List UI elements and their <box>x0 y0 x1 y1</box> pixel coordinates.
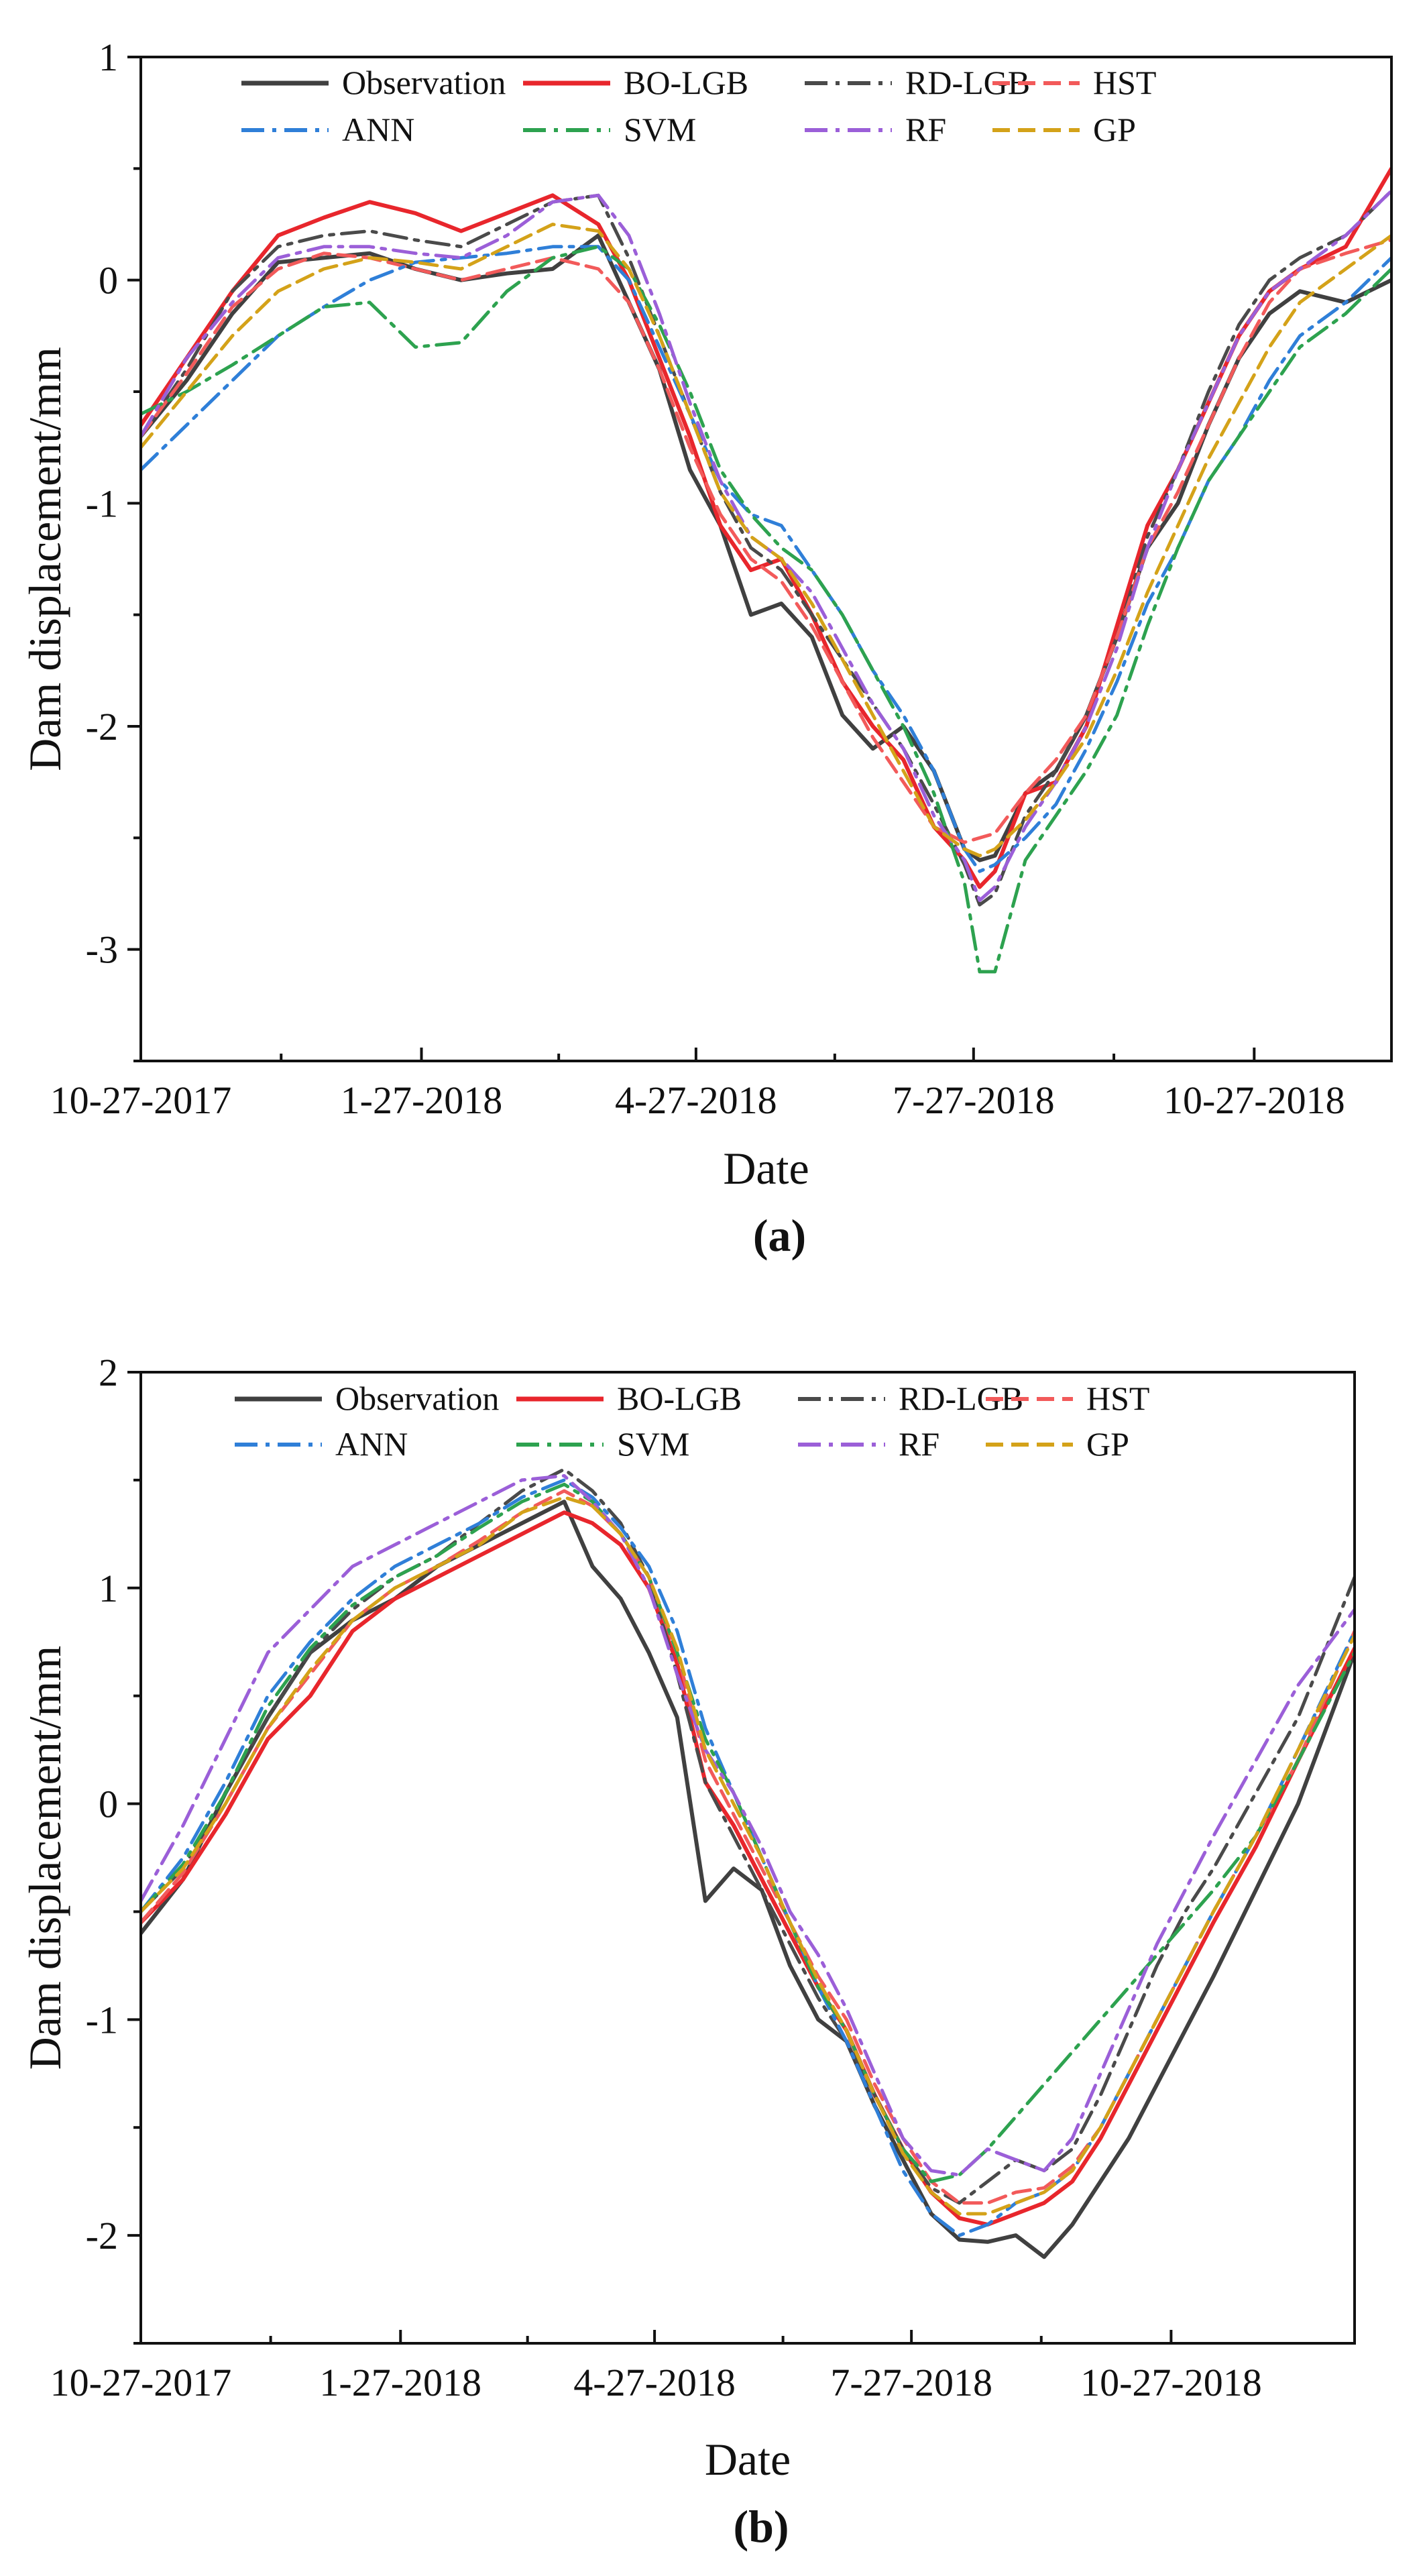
legend-label: RF <box>899 1425 939 1463</box>
y-axis-title: Dam displacement/mm <box>19 347 70 771</box>
y-tick-label: 0 <box>99 1783 118 1826</box>
legend-item: HST <box>986 1380 1149 1417</box>
series-line-rf <box>141 189 1391 902</box>
legend-item: SVM <box>523 111 696 148</box>
x-tick-label: 10-27-2017 <box>50 2361 232 2404</box>
legend-label: GP <box>1086 1425 1129 1463</box>
legend-item: GP <box>992 111 1136 148</box>
series-line-bo-lgb <box>141 1510 1355 2227</box>
series-lines <box>141 1467 1355 2259</box>
x-axis-title: Date <box>705 2434 791 2485</box>
y-axis-title: Dam displacement/mm <box>19 1646 70 2070</box>
legend-item: ANN <box>241 111 414 148</box>
legend-item: GP <box>986 1425 1129 1463</box>
legend-label: HST <box>1093 64 1156 101</box>
y-tick-label: -2 <box>86 705 118 748</box>
legend-label: BO-LGB <box>617 1380 742 1417</box>
legend-label: SVM <box>617 1425 689 1463</box>
series-line-rd-lgb <box>141 1467 1355 2205</box>
y-tick-label: -3 <box>86 928 118 972</box>
legend: Observation BO-LGB RD-LGB HST ANN SVM RF GP <box>235 1380 1149 1463</box>
legend-item: Observation <box>241 64 506 101</box>
plot-frame <box>139 1371 1356 2345</box>
x-tick-label: 10-27-2017 <box>50 1078 232 1122</box>
x-tick-label: 10-27-2018 <box>1163 1078 1345 1122</box>
y-tick-label: 2 <box>99 1351 118 1394</box>
legend-label: GP <box>1093 111 1136 148</box>
legend-label: Observation <box>335 1380 499 1417</box>
y-tick-label: 0 <box>99 259 118 302</box>
x-axis-title: Date <box>723 1143 809 1194</box>
legend-item: BO-LGB <box>516 1380 742 1417</box>
x-tick-label: 10-27-2018 <box>1080 2361 1262 2404</box>
chart-panel-b: 2 1 0 -1 -2 10-27-2017 1-27-2018 4-27-2018 7-27-… <box>19 1351 1356 2552</box>
x-tick-label: 1-27-2018 <box>341 1078 503 1122</box>
legend-label: BO-LGB <box>624 64 748 101</box>
legend-item: BO-LGB <box>523 64 748 101</box>
series-line-gp <box>141 223 1391 858</box>
x-tick-label: 4-27-2018 <box>573 2361 736 2404</box>
y-tick-label: -1 <box>86 1998 118 2041</box>
x-tick-label: 7-27-2018 <box>830 2361 992 2404</box>
legend-item: SVM <box>516 1425 689 1463</box>
legend-label: RF <box>905 111 946 148</box>
plot-frame <box>139 56 1393 1062</box>
legend-item: Observation <box>235 1380 499 1417</box>
series-line-ann <box>141 1478 1355 2237</box>
panel-label: (b) <box>733 2501 789 2552</box>
series-line-bo-lgb <box>141 166 1391 889</box>
series-line-hst <box>141 238 1391 844</box>
x-tick-label: 1-27-2018 <box>319 2361 481 2404</box>
y-tick-label: -2 <box>86 2214 118 2257</box>
x-tick-label: 4-27-2018 <box>615 1078 777 1122</box>
panel-label: (a) <box>753 1210 806 1261</box>
y-tick-label: 1 <box>99 1567 118 1610</box>
series-line-observation <box>141 1500 1355 2259</box>
legend: Observation BO-LGB RD-LGB HST ANN SVM RF GP <box>241 64 1156 148</box>
legend-item: RF <box>798 1425 939 1463</box>
series-lines <box>141 166 1391 974</box>
legend-label: RD-LGB <box>899 1380 1023 1417</box>
series-line-rf <box>141 1474 1355 2177</box>
y-tick-label: -1 <box>86 482 118 525</box>
legend-item: RF <box>805 111 946 148</box>
legend-label: SVM <box>624 111 696 148</box>
x-tick-label: 7-27-2018 <box>893 1078 1055 1122</box>
legend-item: ANN <box>235 1425 408 1463</box>
legend-label: ANN <box>335 1425 408 1463</box>
legend-label: HST <box>1086 1380 1149 1417</box>
legend-label: ANN <box>342 111 414 148</box>
series-line-ann <box>141 245 1391 873</box>
series-line-svm <box>141 245 1391 974</box>
legend-item: HST <box>992 64 1156 101</box>
legend-label: Observation <box>342 64 506 101</box>
chart-panel-a: 1 0 -1 -2 -3 10-27-2017 1-27-2018 4-27-2018 7-27… <box>19 36 1393 1261</box>
legend-label: RD-LGB <box>905 64 1030 101</box>
series-line-gp <box>141 1496 1355 2216</box>
y-tick-label: 1 <box>99 36 118 79</box>
